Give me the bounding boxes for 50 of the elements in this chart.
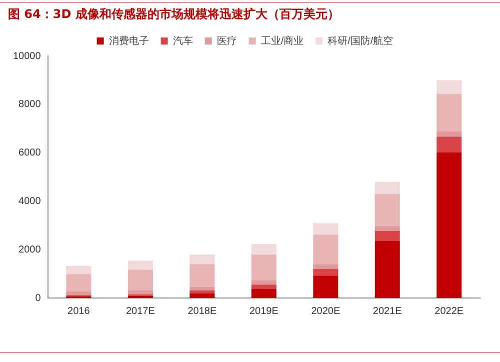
x-tick-label: 2016 [68,306,90,317]
bar [66,266,92,274]
bar [128,270,153,290]
bar [374,230,400,242]
y-tick-label: 8000 [18,99,42,110]
chart-title: 图 64：3D 成像和传感器的市场规模将迅速扩大（百万美元） [8,6,340,23]
bar [190,290,215,294]
bar [436,152,462,298]
bar [374,182,400,194]
bar [374,241,400,298]
x-tick-label: 2017E [126,306,156,317]
x-tick-label: 2022E [434,306,464,317]
bar [313,268,338,276]
bar [313,234,338,264]
x-tick-label: 2021E [372,306,402,317]
legend-label: 汽车 [172,34,193,47]
bar [128,290,153,294]
y-tick-label: 2000 [18,244,42,256]
bar [436,80,462,94]
legend-label: 工业/商业 [260,34,304,47]
bar [251,284,276,290]
bar [128,260,153,270]
bar [251,254,276,280]
bar [313,276,338,298]
bar [251,244,276,254]
legend-label: 消费电子 [108,34,149,47]
y-tick-label: 4000 [18,196,42,207]
legend-label: 科研/国防/航空 [328,34,394,47]
bar [374,194,400,226]
bar [436,136,462,153]
legend-label: 医疗 [216,34,237,47]
y-tick-label: 6000 [18,148,42,159]
bar [190,264,215,287]
bar [66,291,92,296]
bar [66,274,92,292]
bar [436,94,462,132]
bar [436,131,462,137]
bar [190,286,215,290]
bar [374,226,400,231]
y-tick-label: 10000 [12,50,42,62]
x-tick-label: 2019E [249,306,279,317]
x-tick-label: 2020E [311,306,340,317]
y-tick-label: 0 [35,292,42,304]
bar [190,254,215,264]
bar [313,223,338,235]
bar [251,289,276,298]
bar [313,264,338,269]
bar [251,280,276,285]
x-tick-label: 2018E [188,306,217,317]
bar [190,294,215,298]
